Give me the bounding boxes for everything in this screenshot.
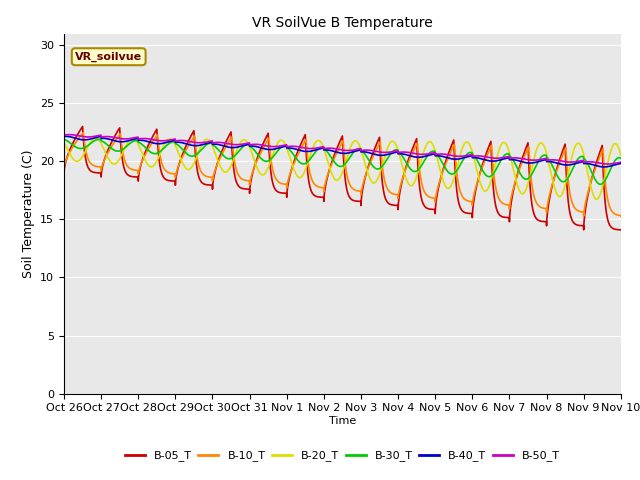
B-30_T xyxy=(95,136,103,142)
B-10_T xyxy=(234,169,241,175)
B-10_T xyxy=(490,174,498,180)
B-30_T xyxy=(445,170,452,176)
B-05_T xyxy=(127,173,134,179)
B-05_T xyxy=(127,174,135,180)
Line: B-30_T: B-30_T xyxy=(64,139,621,184)
B-30_T xyxy=(60,137,68,143)
B-20_T xyxy=(593,196,600,202)
Line: B-10_T: B-10_T xyxy=(64,132,621,216)
B-30_T xyxy=(234,150,241,156)
B-40_T xyxy=(127,137,134,143)
Title: VR SoilVue B Temperature: VR SoilVue B Temperature xyxy=(252,16,433,30)
B-20_T xyxy=(127,136,135,142)
B-10_T xyxy=(127,166,134,172)
B-05_T xyxy=(490,193,498,199)
B-20_T xyxy=(234,146,241,152)
B-40_T xyxy=(95,134,103,140)
B-50_T xyxy=(95,132,103,138)
B-50_T xyxy=(127,135,135,141)
B-30_T xyxy=(127,140,134,146)
B-05_T xyxy=(617,227,625,233)
B-20_T xyxy=(127,137,134,143)
B-40_T xyxy=(600,164,608,170)
Text: VR_soilvue: VR_soilvue xyxy=(75,51,142,62)
B-50_T xyxy=(445,152,452,158)
B-10_T xyxy=(95,164,103,170)
B-40_T xyxy=(60,133,68,139)
Line: B-20_T: B-20_T xyxy=(64,138,621,199)
B-40_T xyxy=(234,144,241,150)
B-50_T xyxy=(66,132,74,137)
B-50_T xyxy=(490,155,498,161)
B-40_T xyxy=(127,137,135,143)
B-50_T xyxy=(60,132,68,138)
X-axis label: Time: Time xyxy=(329,416,356,426)
B-40_T xyxy=(617,161,625,167)
B-30_T xyxy=(95,136,103,142)
B-20_T xyxy=(95,137,103,143)
B-05_T xyxy=(234,181,241,187)
B-30_T xyxy=(617,156,625,161)
B-20_T xyxy=(92,135,99,141)
B-10_T xyxy=(127,166,135,172)
Legend: B-05_T, B-10_T, B-20_T, B-30_T, B-40_T, B-50_T: B-05_T, B-10_T, B-20_T, B-30_T, B-40_T, … xyxy=(120,446,564,466)
B-30_T xyxy=(490,170,498,176)
B-10_T xyxy=(60,170,68,176)
B-50_T xyxy=(617,159,625,165)
B-10_T xyxy=(617,213,625,219)
B-50_T xyxy=(127,136,134,142)
B-30_T xyxy=(127,140,135,145)
Y-axis label: Soil Temperature (C): Soil Temperature (C) xyxy=(22,149,35,278)
B-05_T xyxy=(60,205,68,211)
B-10_T xyxy=(79,130,87,135)
Line: B-05_T: B-05_T xyxy=(64,127,621,230)
B-05_T xyxy=(95,170,103,176)
B-10_T xyxy=(445,154,452,159)
B-20_T xyxy=(617,152,625,158)
B-40_T xyxy=(62,133,70,139)
B-50_T xyxy=(604,161,612,167)
Line: B-50_T: B-50_T xyxy=(64,134,621,164)
B-05_T xyxy=(445,150,452,156)
B-50_T xyxy=(234,142,241,147)
B-20_T xyxy=(490,166,498,171)
B-20_T xyxy=(60,140,68,146)
B-40_T xyxy=(445,156,452,161)
B-05_T xyxy=(79,124,86,130)
B-05_T xyxy=(580,227,588,233)
B-40_T xyxy=(490,158,498,164)
B-20_T xyxy=(445,185,452,191)
B-10_T xyxy=(580,213,588,219)
B-30_T xyxy=(596,181,604,187)
Line: B-40_T: B-40_T xyxy=(64,136,621,167)
